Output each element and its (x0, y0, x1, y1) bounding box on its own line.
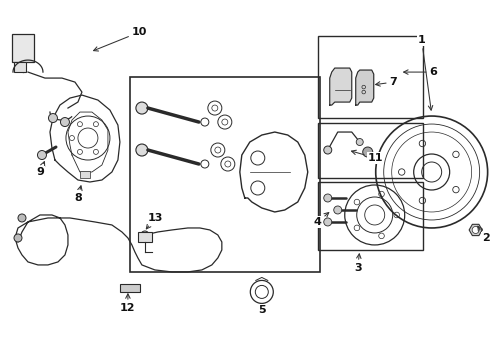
Text: 4: 4 (314, 212, 329, 227)
Text: 2: 2 (478, 226, 490, 243)
Circle shape (136, 102, 148, 114)
Circle shape (60, 118, 70, 126)
Text: 8: 8 (74, 186, 82, 203)
Circle shape (356, 139, 363, 145)
Circle shape (136, 144, 148, 156)
Bar (318, 123, 423, 178)
Circle shape (14, 234, 22, 242)
Text: 12: 12 (120, 294, 136, 313)
Circle shape (141, 231, 149, 239)
Bar (80, 171, 90, 178)
Text: 1: 1 (418, 35, 433, 110)
Circle shape (324, 146, 332, 154)
Circle shape (49, 113, 57, 122)
Text: 11: 11 (351, 150, 383, 163)
Bar (318, 36, 423, 118)
Polygon shape (330, 68, 352, 105)
Circle shape (324, 194, 332, 202)
Bar (14, 62, 26, 72)
Bar (12, 34, 34, 62)
Bar (130, 77, 320, 272)
Polygon shape (356, 70, 374, 105)
Text: 10: 10 (94, 27, 147, 51)
Text: 9: 9 (36, 162, 45, 177)
Circle shape (18, 214, 26, 222)
Bar (318, 182, 423, 250)
Circle shape (363, 147, 373, 157)
Text: 7: 7 (376, 77, 397, 87)
Circle shape (37, 150, 47, 159)
Polygon shape (50, 95, 120, 182)
Circle shape (472, 226, 479, 234)
Circle shape (324, 218, 332, 226)
Text: 13: 13 (147, 213, 163, 229)
Circle shape (334, 206, 342, 214)
Text: 5: 5 (258, 304, 266, 315)
Text: 3: 3 (354, 254, 362, 273)
Polygon shape (240, 132, 308, 212)
Bar (138, 232, 152, 242)
Text: 6: 6 (404, 67, 438, 77)
Polygon shape (469, 224, 482, 235)
Bar (120, 284, 140, 292)
